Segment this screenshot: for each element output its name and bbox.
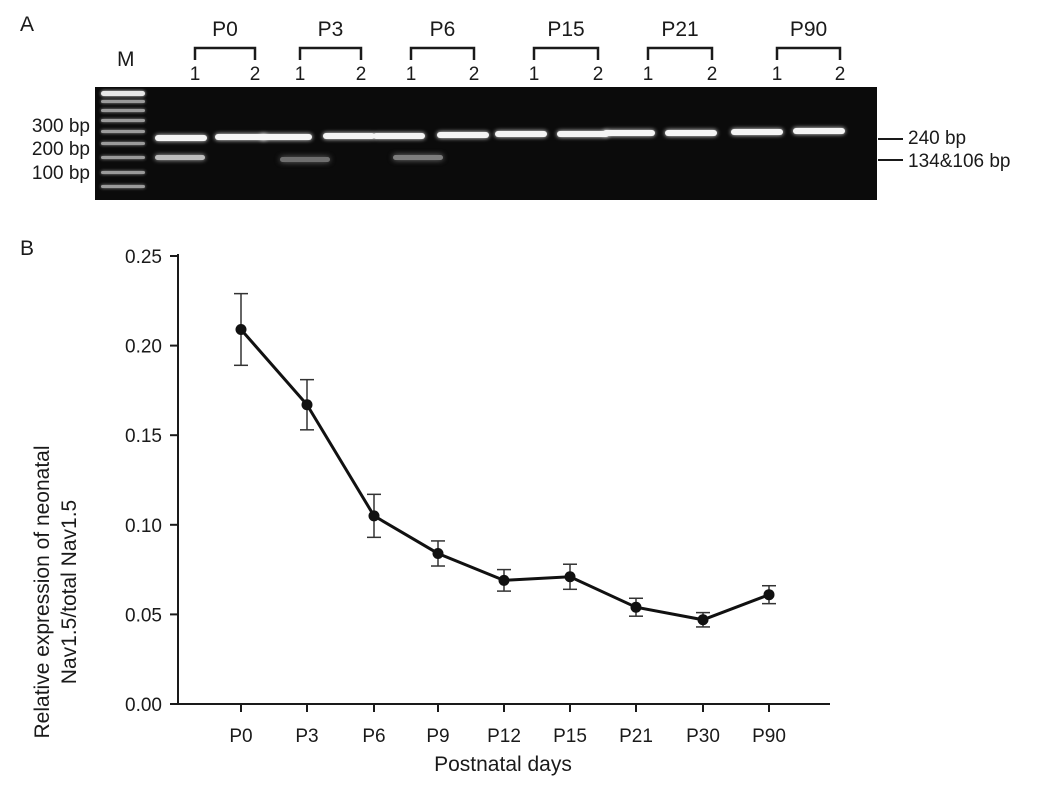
lane-number-p15-2: 2: [592, 64, 604, 85]
x-tick-label: P21: [619, 726, 653, 747]
marker-lane-label: M: [117, 48, 135, 71]
x-tick-label: P30: [686, 726, 720, 747]
group-label-p90: P90: [789, 18, 828, 41]
data-point: [763, 589, 775, 601]
gel-image: [95, 87, 877, 200]
y-tick-label: 0.10: [125, 516, 162, 537]
x-tick-label: P6: [362, 726, 385, 747]
lane-number-p90-1: 1: [771, 64, 783, 85]
ladder-label-300bp: 300 bp: [31, 116, 90, 137]
band-annotation-240bp: 240 bp: [908, 128, 967, 149]
data-point: [301, 399, 313, 411]
data-point: [564, 571, 576, 583]
group-label-p3: P3: [317, 18, 344, 41]
lane-number-p0-2: 2: [249, 64, 261, 85]
ladder-band: [101, 142, 145, 145]
group-bracket-p21: [646, 46, 714, 60]
ladder-band: [101, 100, 145, 103]
y-tick-label: 0.15: [125, 426, 162, 447]
group-brackets: [193, 46, 842, 60]
chart-series: [234, 292, 776, 628]
group-label-p15: P15: [547, 18, 585, 41]
x-tick-label: P0: [229, 726, 252, 747]
ladder-label-100bp: 100 bp: [31, 163, 90, 184]
x-tick-label: P12: [487, 726, 521, 747]
data-point: [368, 510, 380, 522]
panel-a-letter: A: [20, 13, 35, 36]
y-tick-label: 0.00: [125, 695, 162, 716]
band-240bp: [603, 130, 655, 136]
ladder-label-200bp: 200 bp: [31, 139, 90, 160]
lane-number-p6-1: 1: [405, 64, 417, 85]
band-134-106bp: [393, 155, 443, 160]
line-chart: 0.00 0.05 0.10 0.15 0.20 0.25 P0 P3 P6 P9 P12 P15 P2…: [31, 247, 830, 776]
band-240bp: [557, 131, 609, 137]
y-axis-title-line-2: Nav1.5/total Nav1.5: [58, 500, 81, 684]
lane-number-p21-2: 2: [706, 64, 718, 85]
lane-number-p21-1: 1: [642, 64, 654, 85]
band-240bp: [437, 132, 489, 138]
lane-number-p15-1: 1: [528, 64, 540, 85]
data-point: [235, 323, 247, 335]
band-240bp: [665, 130, 717, 136]
group-bracket-p15: [532, 46, 600, 60]
lane-number-p3-1: 1: [294, 64, 306, 85]
x-tick-label: P9: [426, 726, 449, 747]
band-240bp: [155, 135, 207, 141]
y-tick-label: 0.20: [125, 337, 162, 358]
x-tick-label: P3: [295, 726, 318, 747]
band-240bp: [323, 133, 375, 139]
x-tick-label: P90: [752, 726, 786, 747]
ladder-band: [101, 156, 145, 159]
x-axis-title: Postnatal days: [434, 753, 572, 776]
lane-number-p3-2: 2: [355, 64, 367, 85]
band-134-106bp: [155, 155, 205, 160]
panel-b-letter: B: [20, 237, 35, 260]
band-134-106bp: [280, 157, 330, 162]
ladder-band: [101, 171, 145, 174]
band-annotation-134-106bp: 134&106 bp: [908, 151, 1011, 172]
y-tick-label: 0.05: [125, 605, 162, 626]
y-axis-title-line-1: Relative expression of neonatal: [31, 445, 54, 738]
group-label-p21: P21: [661, 18, 699, 41]
x-tick-label: P15: [553, 726, 587, 747]
lane-number-p0-1: 1: [189, 64, 201, 85]
group-label-p6: P6: [429, 18, 456, 41]
chart-axes: [177, 254, 830, 705]
lane-number-p90-2: 2: [834, 64, 846, 85]
band-annotation-lines: [878, 138, 903, 161]
lane-number-p6-2: 2: [468, 64, 480, 85]
band-240bp: [495, 131, 547, 137]
group-bracket-p3: [298, 46, 363, 60]
data-point: [697, 614, 709, 626]
ladder-band: [101, 91, 145, 96]
ladder-band: [101, 119, 145, 122]
band-240bp: [793, 128, 845, 134]
ladder-band: [101, 185, 145, 188]
group-label-p0: P0: [212, 18, 238, 41]
data-point: [432, 547, 444, 559]
ladder-band: [101, 109, 145, 112]
band-240bp: [731, 129, 783, 135]
band-240bp: [215, 134, 267, 140]
data-point: [498, 574, 510, 586]
band-240bp: [260, 134, 312, 140]
group-bracket-p90: [775, 46, 842, 60]
group-bracket-p6: [409, 46, 476, 60]
group-bracket-p0: [193, 46, 257, 60]
y-tick-label: 0.25: [125, 247, 162, 268]
ladder-band: [101, 130, 145, 133]
band-240bp: [373, 133, 425, 139]
chart-ticks: 0.00 0.05 0.10 0.15 0.20 0.25 P0 P3 P6 P9 P12 P15 P2…: [125, 247, 786, 747]
data-point: [630, 601, 642, 613]
